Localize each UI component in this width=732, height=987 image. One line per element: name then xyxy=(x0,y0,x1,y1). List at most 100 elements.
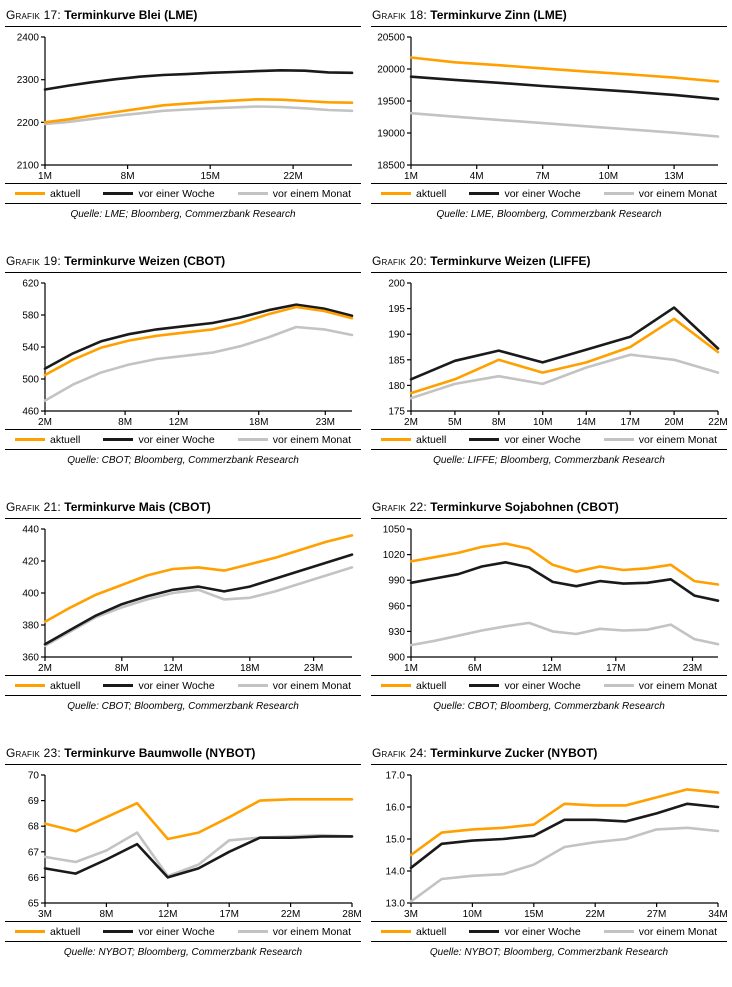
legend-label-vor-einer-woche: vor einer Woche xyxy=(504,925,581,938)
chart-panel-grafik-24: Grafik 24: Terminkurve Zucker (NYBOT) 13… xyxy=(366,741,732,987)
legend-label-aktuell: aktuell xyxy=(416,433,447,446)
y-tick-label: 500 xyxy=(22,375,39,386)
x-tick-label: 22M xyxy=(585,909,604,920)
chart-legend: aktuell vor einer Woche vor einem Monat xyxy=(371,675,727,696)
y-tick-label: 900 xyxy=(388,653,405,664)
chart-source: Quelle: CBOT; Bloomberg, Commerzbank Res… xyxy=(67,455,299,466)
x-tick-label: 22M xyxy=(708,417,727,428)
legend-swatch-vor-einem-monat xyxy=(603,438,634,441)
legend-item-vor-einem-monat: vor einem Monat xyxy=(603,188,717,200)
legend-label-aktuell: aktuell xyxy=(50,433,81,446)
x-tick-label: 23M xyxy=(304,663,323,674)
y-tick-label: 185 xyxy=(388,355,405,366)
legend-swatch-vor-einer-woche xyxy=(469,930,500,933)
x-tick-label: 27M xyxy=(647,909,666,920)
chart-panel-grafik-18: Grafik 18: Terminkurve Zinn (LME) 18500 1… xyxy=(366,3,732,249)
legend-item-vor-einem-monat: vor einem Monat xyxy=(237,187,351,200)
x-tick-label: 6M xyxy=(468,663,482,674)
y-tick-label: 190 xyxy=(388,330,405,341)
y-tick-label: 540 xyxy=(22,343,39,354)
legend-swatch-vor-einem-monat xyxy=(603,930,634,933)
legend-label-aktuell: aktuell xyxy=(416,187,447,200)
y-tick-label: 18500 xyxy=(377,161,405,172)
y-tick-label: 930 xyxy=(388,627,405,638)
x-tick-label: 22M xyxy=(283,171,302,182)
x-tick-label: 14M xyxy=(577,417,596,428)
x-tick-label: 10M xyxy=(463,909,482,920)
series-line-vor-einer-woche xyxy=(409,75,720,101)
chart-panel-grafik-20: Grafik 20: Terminkurve Weizen (LIFFE) 17… xyxy=(366,249,732,495)
series-line-aktuell xyxy=(43,98,354,124)
legend-swatch-vor-einer-woche xyxy=(469,438,500,441)
series-line-vor-einer-woche xyxy=(43,68,354,91)
legend-label-vor-einem-monat: vor einem Monat xyxy=(638,433,717,446)
x-tick-label: 3M xyxy=(404,909,418,920)
legend-swatch-aktuell xyxy=(381,438,411,441)
legend-swatch-vor-einem-monat xyxy=(237,930,268,933)
x-tick-label: 18M xyxy=(240,663,259,674)
y-tick-label: 65 xyxy=(28,899,40,910)
legend-swatch-vor-einer-woche xyxy=(103,438,134,441)
chart-number-label: Grafik 18: xyxy=(372,8,427,22)
y-tick-label: 17.0 xyxy=(386,771,406,782)
series-line-vor-einer-woche xyxy=(43,303,354,370)
chart-title: Grafik 21: Terminkurve Mais (CBOT) xyxy=(5,498,361,519)
legend-item-vor-einer-woche: vor einer Woche xyxy=(103,926,215,938)
x-tick-label: 13M xyxy=(664,171,683,182)
chart-title-text: Terminkurve Weizen (CBOT) xyxy=(64,254,226,268)
legend-swatch-vor-einem-monat xyxy=(237,192,268,195)
legend-label-vor-einer-woche: vor einer Woche xyxy=(504,679,581,692)
y-tick-label: 1020 xyxy=(383,550,406,561)
chart-source: Quelle: CBOT; Bloomberg, Commerzbank Res… xyxy=(433,701,665,712)
y-tick-label: 67 xyxy=(28,847,40,858)
chart-title-text: Terminkurve Blei (LME) xyxy=(64,8,198,22)
series-line-vor-einer-woche xyxy=(409,306,720,381)
x-tick-label: 20M xyxy=(664,417,683,428)
legend-swatch-vor-einer-woche xyxy=(103,192,134,195)
y-tick-label: 19000 xyxy=(377,129,405,140)
legend-label-aktuell: aktuell xyxy=(416,925,447,938)
y-tick-label: 180 xyxy=(388,381,405,392)
chart-number-label: Grafik 24: xyxy=(372,746,427,760)
y-tick-label: 13.0 xyxy=(386,899,406,910)
legend-item-vor-einer-woche: vor einer Woche xyxy=(103,679,215,692)
x-tick-label: 23M xyxy=(683,663,702,674)
legend-swatch-vor-einem-monat xyxy=(237,438,268,441)
legend-label-vor-einem-monat: vor einem Monat xyxy=(272,187,351,200)
y-tick-label: 68 xyxy=(28,822,40,833)
legend-label-vor-einer-woche: vor einer Woche xyxy=(138,679,215,692)
x-tick-label: 15M xyxy=(524,909,543,920)
legend-item-aktuell: aktuell xyxy=(15,680,80,692)
legend-swatch-vor-einer-woche xyxy=(103,930,134,933)
x-tick-label: 8M xyxy=(115,663,129,674)
series-line-aktuell xyxy=(43,797,354,841)
legend-swatch-aktuell xyxy=(381,684,411,687)
chart-source: Quelle: LME, Bloomberg, Commerzbank Rese… xyxy=(436,209,662,220)
x-tick-label: 2M xyxy=(404,417,418,428)
legend-item-vor-einer-woche: vor einer Woche xyxy=(469,679,581,692)
legend-item-aktuell: aktuell xyxy=(15,188,80,200)
x-tick-label: 4M xyxy=(470,171,484,182)
y-tick-label: 14.0 xyxy=(386,867,406,878)
chart-number-label: Grafik 17: xyxy=(6,8,61,22)
series-line-vor-einer-woche xyxy=(409,560,720,602)
legend-item-aktuell: aktuell xyxy=(381,680,446,692)
legend-item-aktuell: aktuell xyxy=(381,188,446,200)
series-line-vor-einem-monat xyxy=(409,353,720,400)
chart-number-label: Grafik 21: xyxy=(6,500,61,514)
x-tick-label: 15M xyxy=(200,171,219,182)
x-tick-label: 8M xyxy=(99,909,113,920)
y-tick-label: 2400 xyxy=(17,33,40,44)
chart-title: Grafik 20: Terminkurve Weizen (LIFFE) xyxy=(371,252,727,273)
y-tick-label: 19500 xyxy=(377,97,405,108)
chart-legend: aktuell vor einer Woche vor einem Monat xyxy=(371,183,727,204)
legend-label-aktuell: aktuell xyxy=(416,679,447,692)
x-tick-label: 8M xyxy=(492,417,506,428)
x-tick-label: 23M xyxy=(316,417,335,428)
legend-label-vor-einem-monat: vor einem Monat xyxy=(638,679,717,692)
legend-item-aktuell: aktuell xyxy=(381,926,446,938)
chart-source: Quelle: CBOT; Bloomberg, Commerzbank Res… xyxy=(67,701,299,712)
x-tick-label: 10M xyxy=(533,417,552,428)
legend-label-vor-einem-monat: vor einem Monat xyxy=(272,925,351,938)
